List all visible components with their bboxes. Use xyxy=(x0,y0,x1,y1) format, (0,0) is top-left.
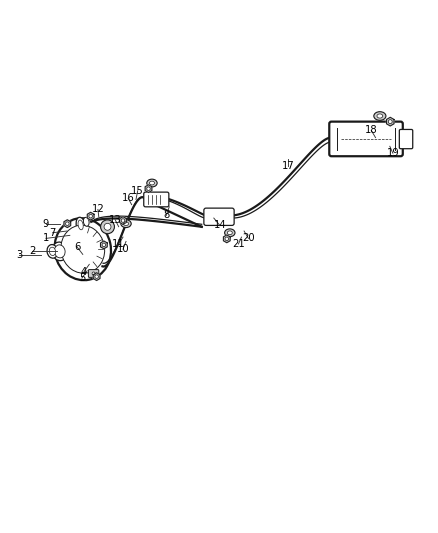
Ellipse shape xyxy=(121,220,131,228)
Circle shape xyxy=(104,223,111,230)
Ellipse shape xyxy=(47,245,58,258)
Polygon shape xyxy=(386,117,394,126)
Text: 8: 8 xyxy=(163,211,170,221)
Text: 18: 18 xyxy=(365,125,378,135)
FancyBboxPatch shape xyxy=(329,122,403,156)
FancyBboxPatch shape xyxy=(88,270,99,277)
Ellipse shape xyxy=(227,231,232,235)
Text: 16: 16 xyxy=(122,193,134,203)
Text: 15: 15 xyxy=(131,186,144,196)
Text: 20: 20 xyxy=(242,233,255,244)
Circle shape xyxy=(89,214,92,218)
Text: 21: 21 xyxy=(232,239,245,249)
Ellipse shape xyxy=(61,225,105,273)
Text: 12: 12 xyxy=(92,205,104,214)
FancyBboxPatch shape xyxy=(204,208,234,225)
Text: 13: 13 xyxy=(109,215,121,225)
Circle shape xyxy=(225,237,229,240)
Text: 5: 5 xyxy=(79,273,85,283)
Polygon shape xyxy=(87,212,94,220)
Text: 3: 3 xyxy=(16,250,22,260)
Polygon shape xyxy=(64,220,71,228)
Circle shape xyxy=(121,219,125,222)
Text: 1: 1 xyxy=(43,233,49,244)
Ellipse shape xyxy=(374,112,386,120)
Text: 2: 2 xyxy=(29,246,35,256)
Text: 19: 19 xyxy=(386,148,399,158)
Circle shape xyxy=(66,222,69,225)
FancyBboxPatch shape xyxy=(399,130,413,149)
Ellipse shape xyxy=(377,114,383,118)
Circle shape xyxy=(95,275,99,278)
Text: 17: 17 xyxy=(282,161,295,171)
Ellipse shape xyxy=(225,229,235,237)
Ellipse shape xyxy=(83,217,89,226)
Text: 10: 10 xyxy=(117,244,129,254)
Ellipse shape xyxy=(49,247,56,255)
Text: 4: 4 xyxy=(81,266,87,277)
Text: 6: 6 xyxy=(74,242,80,252)
Text: 7: 7 xyxy=(49,228,56,238)
Circle shape xyxy=(102,243,106,247)
Ellipse shape xyxy=(147,179,157,187)
Text: 9: 9 xyxy=(43,219,49,229)
Circle shape xyxy=(147,187,150,190)
Ellipse shape xyxy=(55,218,111,280)
Polygon shape xyxy=(223,235,230,243)
Polygon shape xyxy=(93,273,100,280)
Text: 14: 14 xyxy=(214,221,226,230)
Ellipse shape xyxy=(52,242,67,261)
Text: 11: 11 xyxy=(112,239,125,249)
Polygon shape xyxy=(120,217,127,224)
FancyBboxPatch shape xyxy=(144,192,169,207)
Circle shape xyxy=(101,220,114,233)
Ellipse shape xyxy=(78,220,83,230)
Ellipse shape xyxy=(76,217,85,232)
Circle shape xyxy=(389,120,392,124)
Polygon shape xyxy=(100,241,107,249)
Ellipse shape xyxy=(124,222,128,225)
Polygon shape xyxy=(145,185,152,192)
Ellipse shape xyxy=(54,245,65,258)
Ellipse shape xyxy=(149,181,155,185)
Circle shape xyxy=(92,272,95,275)
